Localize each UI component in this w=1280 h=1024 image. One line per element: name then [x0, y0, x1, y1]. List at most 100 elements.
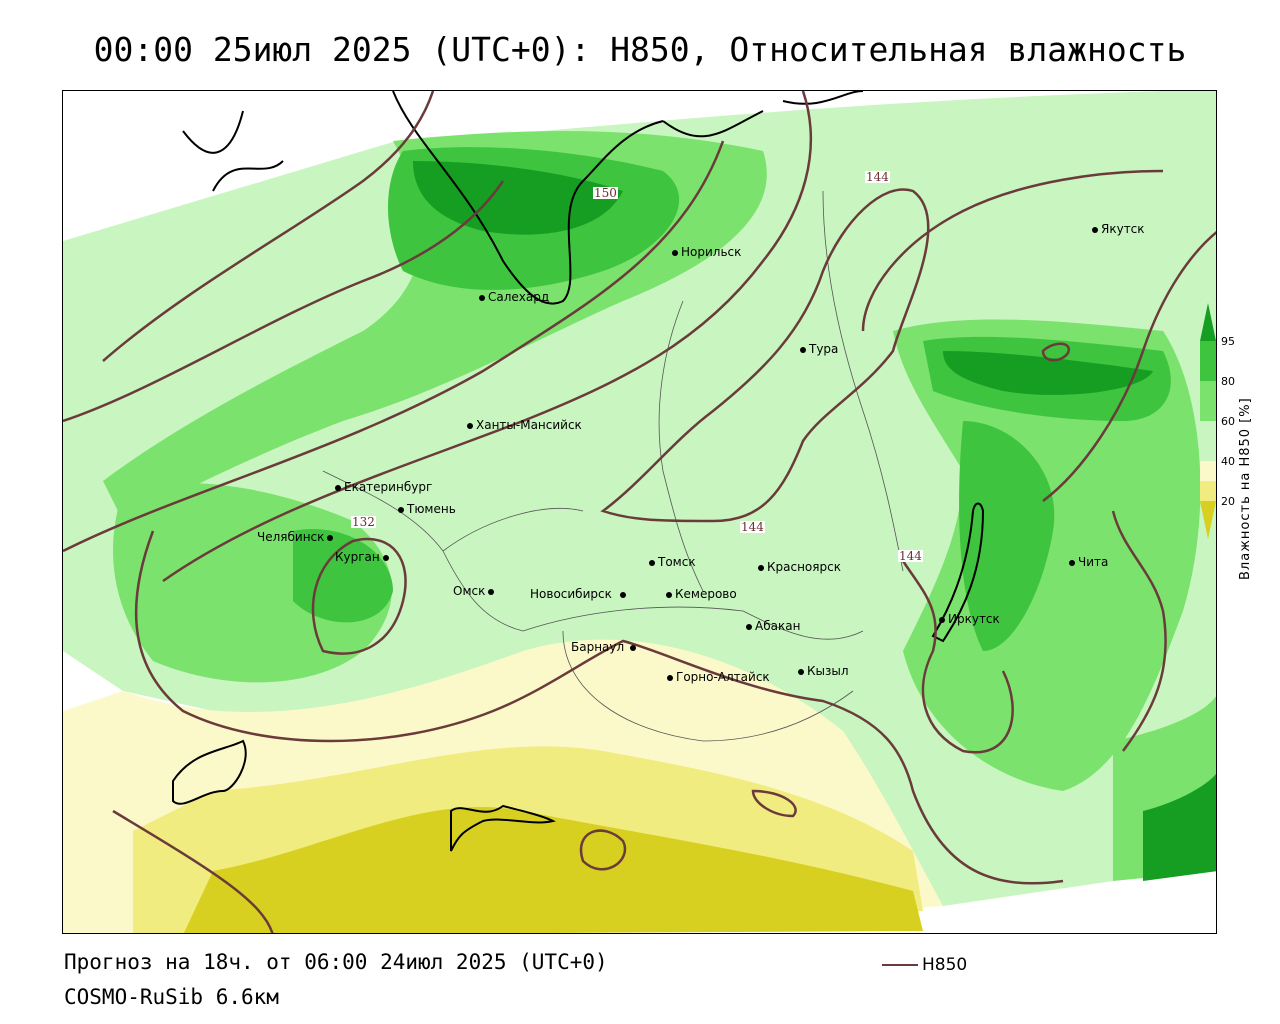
lake-baikal: [931, 502, 985, 643]
legend-tick: 40: [1221, 455, 1235, 468]
legend-tick: 95: [1221, 335, 1235, 348]
city-tyumen: Тюмень: [398, 503, 456, 515]
city-ekaterinburg: Екатеринбург: [335, 481, 432, 493]
contour-label: 144: [740, 520, 765, 534]
city-dot-icon: [630, 644, 637, 651]
legend-cap-bottom: [1200, 501, 1216, 539]
city-label: Тюмень: [407, 502, 456, 516]
city-dot-icon: [327, 534, 334, 541]
contour-line: [751, 789, 797, 818]
contour-line: [102, 91, 435, 362]
city-dot-icon: [666, 591, 672, 598]
contour-line: [63, 180, 505, 423]
city-label: Томск: [658, 555, 696, 569]
h850-contours: [63, 91, 1216, 933]
city-kyzyl: Кызыл: [798, 665, 849, 677]
city-dot-icon: [667, 674, 673, 681]
contour-label: 144: [898, 549, 923, 563]
city-abakan: Абакан: [746, 620, 800, 632]
city-label: Кемерово: [675, 587, 737, 601]
city-label: Красноярск: [767, 560, 841, 574]
contour-line: [901, 560, 1014, 754]
city-tomsk: Томск: [649, 556, 696, 568]
legend-axis-label: Влажность на H850 [%]: [1238, 397, 1253, 580]
city-label: Курган: [335, 550, 380, 564]
city-dot-icon: [758, 564, 764, 571]
city-omsk: Омск: [453, 585, 497, 597]
legend-axis: Влажность на H850 [%]: [1238, 350, 1258, 590]
city-tura: Тура: [800, 343, 838, 355]
humidity-field: [63, 91, 1216, 933]
legend-tick: 20: [1221, 495, 1235, 508]
contour-line: [162, 91, 813, 583]
city-dot-icon: [335, 484, 341, 491]
very-wet-kurgan: [293, 529, 393, 623]
saturated-east: [943, 351, 1153, 395]
city-label: Челябинск: [257, 530, 325, 544]
legend-cap-top: [1200, 303, 1216, 341]
contour-label: 132: [351, 515, 376, 529]
contour-line: [600, 188, 930, 523]
coastline: [182, 91, 864, 305]
city-dot-icon: [939, 616, 945, 623]
map-title: 00:00 25июл 2025 (UTC+0): H850, Относите…: [93, 30, 1187, 69]
lake-balkhash: [450, 804, 556, 852]
no-data-top: [63, 91, 413, 241]
city-dot-icon: [398, 506, 404, 513]
legend-tick: 80: [1221, 375, 1235, 388]
contour-legend-label: H850: [922, 955, 968, 975]
legend-swatch: [1200, 481, 1216, 501]
very-wet-baikal: [959, 421, 1055, 651]
city-yakutsk: Якутск: [1092, 223, 1145, 235]
city-label: Якутск: [1101, 222, 1145, 236]
city-label: Ханты-Мансийск: [476, 418, 582, 432]
contour-line: [134, 530, 1064, 885]
forecast-info: Прогноз на 18ч. от 06:00 24июл 2025 (UTC…: [64, 950, 608, 974]
contour-swatch: [882, 964, 918, 966]
saturated-north: [413, 161, 623, 235]
city-label: Омск: [453, 584, 486, 598]
city-chita: Чита: [1069, 556, 1108, 568]
city-dot-icon: [798, 668, 804, 675]
city-irkutsk: Иркутск: [939, 613, 1000, 625]
contour-label: 150: [593, 186, 618, 200]
city-dot-icon: [467, 422, 473, 429]
model-name: COSMO-RuSib 6.6км: [64, 985, 279, 1009]
contour-line: [1111, 510, 1167, 752]
city-barnaul: Барнаул: [571, 641, 639, 653]
city-label: Екатеринбург: [344, 480, 433, 494]
city-salekhard: Салехард: [479, 291, 549, 303]
city-label: Салехард: [488, 290, 550, 304]
city-dot-icon: [746, 623, 752, 630]
city-norilsk: Норильск: [672, 246, 741, 258]
legend-tick: 60: [1221, 415, 1235, 428]
city-chelyabinsk: Челябинск: [257, 531, 336, 543]
contour-line: [1042, 231, 1216, 502]
city-gorno-altaysk: Горно-Алтайск: [667, 671, 770, 683]
humidity-legend-bar: [1200, 303, 1216, 539]
legend-swatch: [1200, 341, 1216, 381]
city-label: Горно-Алтайск: [676, 670, 770, 684]
contour-line: [579, 829, 627, 871]
city-dot-icon: [672, 249, 678, 256]
region-borders: [322, 190, 904, 742]
city-dot-icon: [800, 346, 806, 353]
contour-label: 144: [865, 170, 890, 184]
very-dry-area: [183, 807, 923, 933]
city-dot-icon: [649, 559, 655, 566]
city-kurgan: Курган: [335, 551, 392, 563]
city-label: Иркутск: [948, 612, 1000, 626]
contour-line: [861, 169, 1164, 332]
aral-sea: [172, 739, 247, 805]
city-label: Чита: [1078, 555, 1109, 569]
city-krasnoyarsk: Красноярск: [758, 561, 841, 573]
city-label: Кызыл: [807, 664, 849, 678]
city-dot-icon: [619, 591, 626, 598]
city-dot-icon: [479, 294, 485, 301]
city-label: Норильск: [681, 245, 742, 259]
city-dot-icon: [488, 588, 495, 595]
city-label: Барнаул: [571, 640, 625, 654]
city-dot-icon: [382, 554, 389, 561]
city-novosibirsk: Новосибирск: [530, 588, 629, 600]
legend-swatch: [1200, 381, 1216, 421]
